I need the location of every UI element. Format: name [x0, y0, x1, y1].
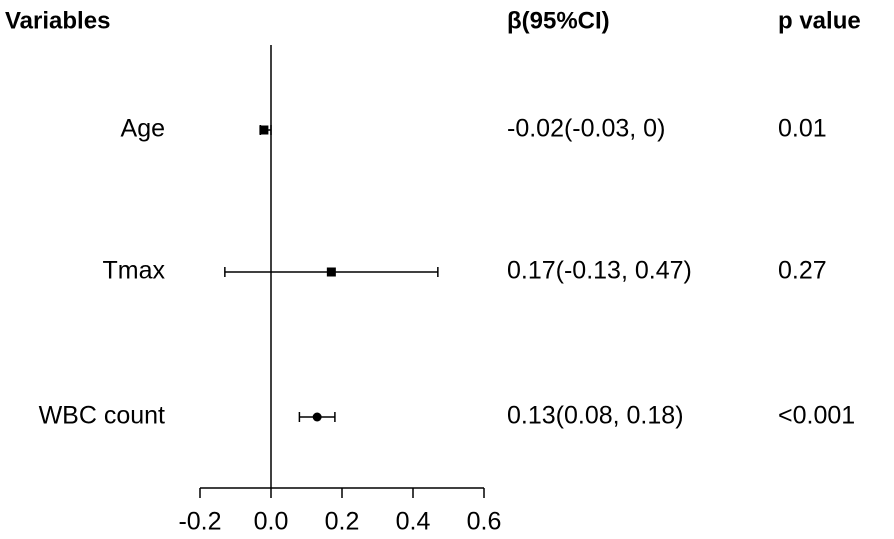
- category-label: WBC count: [39, 402, 165, 430]
- ci-label: 0.17(-0.13, 0.47): [507, 257, 692, 285]
- x-tick-label: 0.6: [467, 508, 502, 536]
- estimate-point: [326, 267, 336, 277]
- category-label: Tmax: [103, 257, 166, 285]
- x-tick-label: 0.0: [254, 508, 289, 536]
- header-variables: Variables: [5, 7, 110, 34]
- ci-label: -0.02(-0.03, 0): [507, 115, 665, 143]
- p-value: 0.27: [778, 257, 827, 285]
- x-tick-label: 0.4: [396, 508, 431, 536]
- x-tick-label: -0.2: [178, 508, 221, 536]
- category-label: Age: [121, 115, 165, 143]
- estimate-point: [259, 125, 269, 135]
- p-value: 0.01: [778, 115, 827, 143]
- p-value: <0.001: [778, 402, 855, 430]
- ci-label: 0.13(0.08, 0.18): [507, 402, 684, 430]
- header-p: p value: [778, 7, 861, 34]
- estimate-point: [312, 412, 322, 422]
- header-ci: β(95%CI): [507, 7, 610, 34]
- x-tick-label: 0.2: [325, 508, 360, 536]
